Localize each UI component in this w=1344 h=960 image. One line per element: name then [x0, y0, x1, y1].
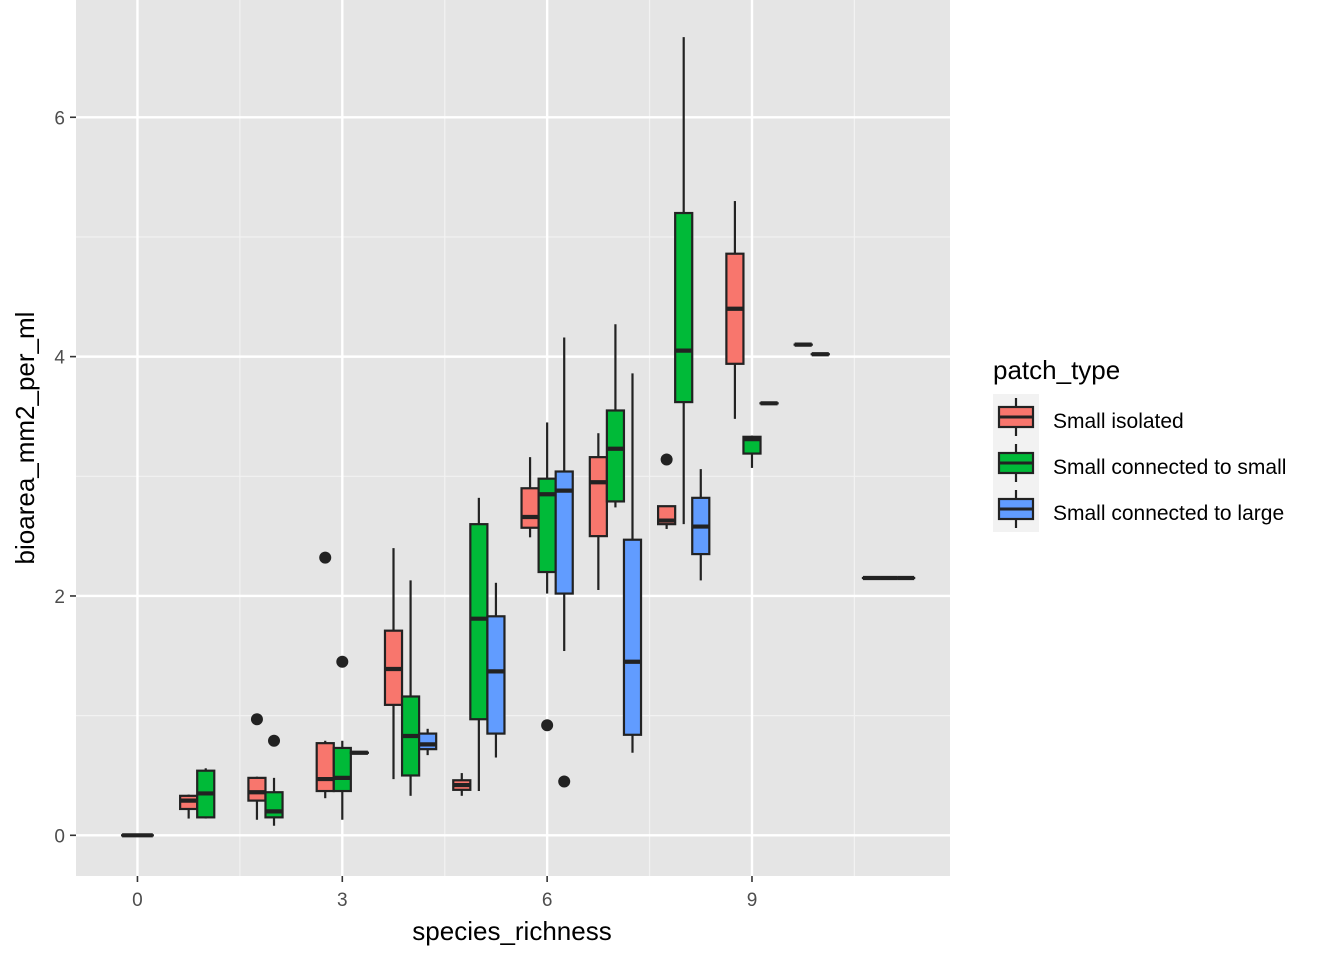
box-body	[264, 791, 284, 819]
box-outlier-point	[558, 775, 571, 788]
legend-keys	[993, 394, 1039, 532]
box-body	[674, 211, 694, 404]
legend-label-small-connected-to-large: Small connected to large	[1053, 502, 1284, 525]
y-tick-label: 4	[54, 348, 65, 369]
box-body	[605, 409, 626, 503]
x-tick-label: 3	[337, 890, 348, 911]
box-body	[469, 523, 489, 721]
box-outlier-point	[250, 713, 263, 726]
x-axis-title: species_richness	[412, 916, 611, 946]
box-outlier-point	[541, 719, 554, 732]
y-axis-title: bioarea_mm2_per_ml	[10, 312, 40, 565]
y-tick-label: 0	[54, 826, 65, 847]
x-tick-label: 6	[542, 890, 553, 911]
legend-title: patch_type	[993, 355, 1120, 385]
box-elements	[120, 37, 916, 838]
box-body	[520, 487, 540, 529]
y-tick-label: 2	[54, 587, 65, 608]
box-outlier-point	[319, 551, 332, 564]
box-body	[554, 470, 574, 595]
box-outlier-point	[336, 655, 349, 668]
box-body	[332, 746, 352, 793]
box-body	[486, 615, 506, 735]
box-body	[247, 776, 267, 802]
y-tick-label: 6	[54, 108, 65, 129]
x-tick-label: 0	[132, 890, 143, 911]
plot-panel	[76, 0, 950, 876]
box-body	[315, 742, 335, 793]
legend: patch_type Small isolated Small connecte…	[993, 355, 1286, 532]
box-outlier-point	[268, 734, 281, 747]
axis-ticks	[70, 116, 753, 882]
box-outlier-point	[660, 453, 673, 466]
legend-label-small-connected-to-small: Small connected to small	[1053, 456, 1286, 479]
box-body	[622, 538, 643, 736]
minor-gridlines	[76, 0, 950, 876]
x-tick-label: 9	[747, 890, 758, 911]
axis-tick-labels: 0 3 6 9 0 2 4 6	[54, 108, 757, 911]
legend-label-small-isolated: Small isolated	[1053, 410, 1184, 433]
box-body	[418, 732, 438, 751]
box-body	[588, 456, 608, 538]
